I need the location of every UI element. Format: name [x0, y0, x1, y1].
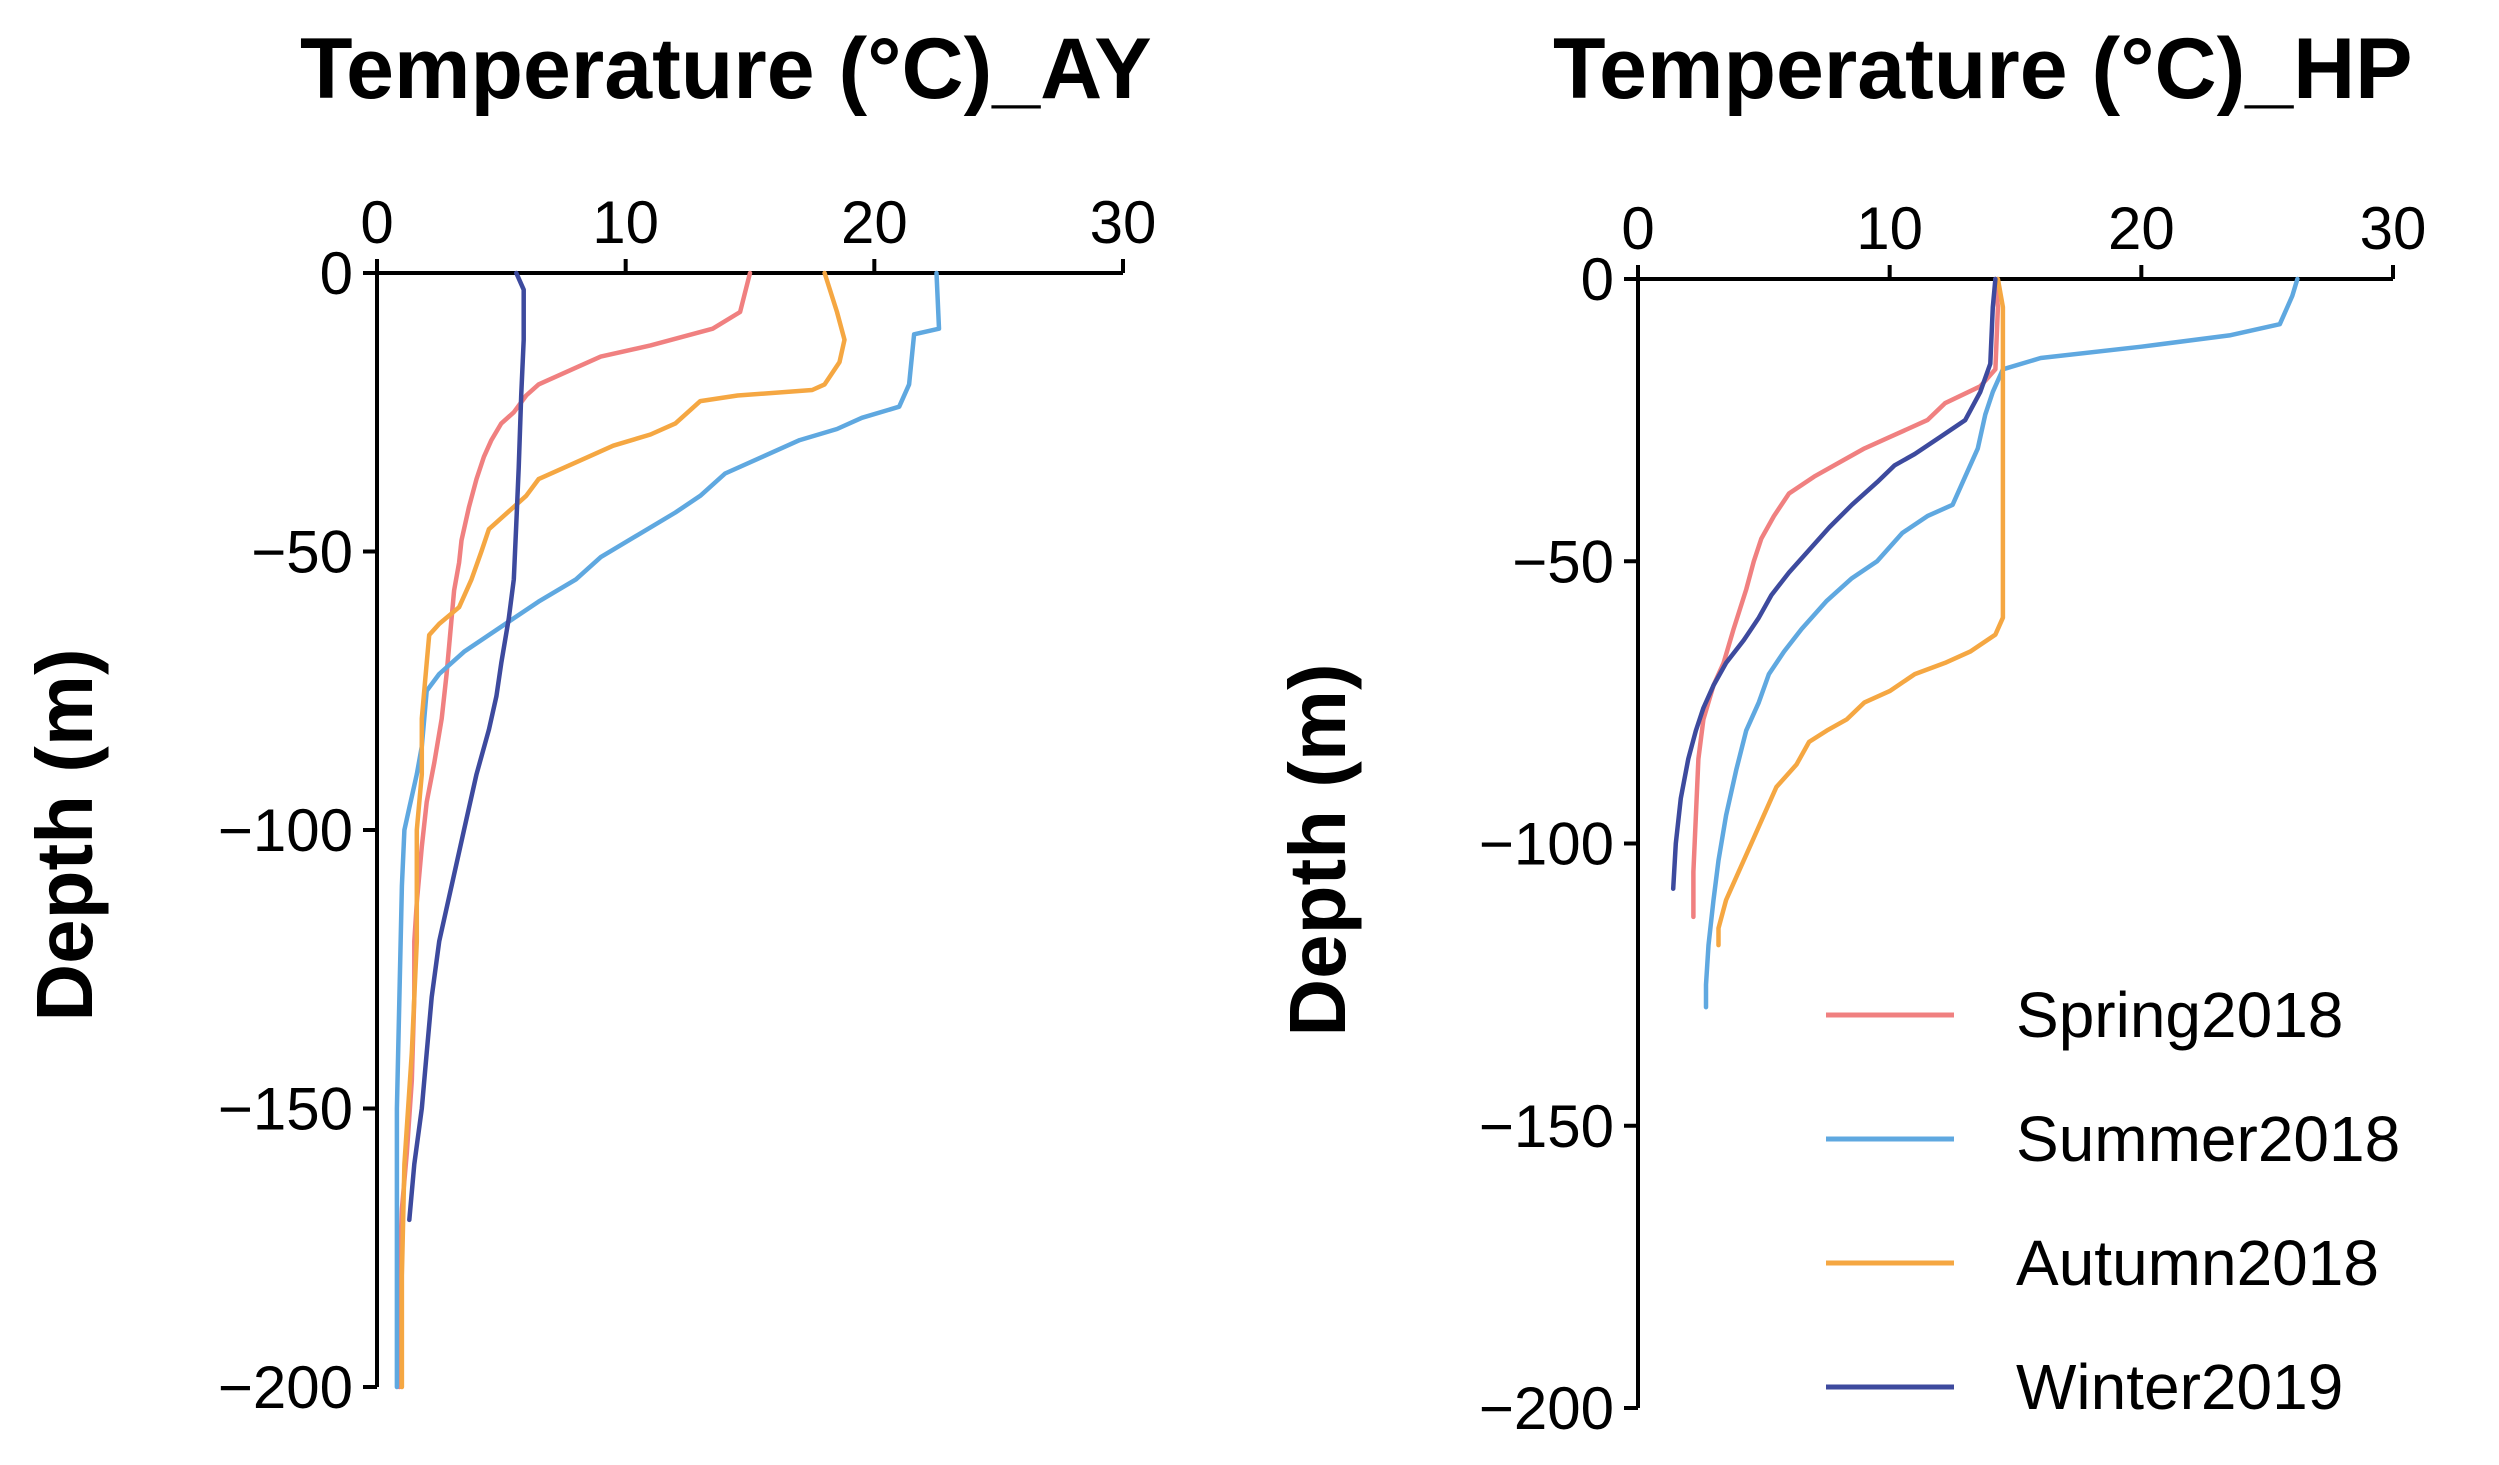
chart-panel-ay: Temperature (°C)_AY Depth (m) 0 10 20 30 0 −5…	[20, 21, 1156, 1421]
y-tick-label: −100	[218, 797, 353, 864]
series-line-spring2018	[1691, 276, 2001, 920]
y-tick-label: −200	[218, 1354, 353, 1421]
series-line-summer2018	[1703, 276, 2300, 1010]
x-tick-label: 30	[1090, 189, 1157, 256]
x-tick-label: 20	[2108, 195, 2175, 262]
y-axis-label-hp: Depth (m)	[1273, 663, 1362, 1036]
series-line-summer2018	[394, 270, 942, 1390]
legend-label: Spring2018	[2016, 979, 2343, 1051]
y-tick-label: 0	[1581, 246, 1614, 313]
y-tick-label: −100	[1479, 811, 1614, 878]
x-tick-label: 30	[2360, 195, 2427, 262]
series-line-winter2019	[407, 270, 526, 1223]
x-tick-label: 10	[1856, 195, 1923, 262]
legend-item-winter2019: Winter2019	[1826, 1351, 2343, 1423]
legend-label: Winter2019	[2016, 1351, 2343, 1423]
y-tick-label: −150	[1479, 1093, 1614, 1160]
y-tick-label: −200	[1479, 1375, 1614, 1442]
legend-item-summer2018: Summer2018	[1826, 1103, 2400, 1175]
tick-labels-ay: 0 10 20 30 0 −50 −100 −150 −200	[218, 189, 1157, 1421]
legend-item-autumn2018: Autumn2018	[1826, 1227, 2379, 1299]
y-tick-label: 0	[320, 240, 353, 307]
axes-hp	[1624, 265, 2395, 1410]
series-line-winter2019	[1670, 276, 1998, 891]
y-tick-label: −50	[1512, 528, 1614, 595]
chart-panel-hp: Temperature (°C)_HP Depth (m) 0 10 20 30 0 −5…	[1273, 21, 2426, 1442]
y-axis-label-ay: Depth (m)	[20, 648, 109, 1021]
x-tick-label: 0	[1621, 195, 1654, 262]
chart-title-ay: Temperature (°C)_AY	[300, 21, 1152, 117]
legend-label: Summer2018	[2016, 1103, 2400, 1175]
legend-label: Autumn2018	[2016, 1227, 2379, 1299]
x-tick-label: 20	[841, 189, 908, 256]
y-tick-label: −150	[218, 1076, 353, 1143]
y-tick-label: −50	[251, 519, 353, 586]
series-line-autumn2018	[399, 270, 847, 1390]
chart-title-hp: Temperature (°C)_HP	[1553, 21, 2413, 117]
series-line-autumn2018	[1716, 276, 2006, 948]
series-lines-hp	[1670, 276, 2300, 1010]
tick-labels-hp: 0 10 20 30 0 −50 −100 −150 −200	[1479, 195, 2427, 1442]
x-tick-label: 0	[360, 189, 393, 256]
x-tick-label: 10	[592, 189, 659, 256]
series-lines-ay	[394, 270, 942, 1390]
legend-item-spring2018: Spring2018	[1826, 979, 2343, 1051]
legend: Spring2018 Summer2018 Autumn2018 Winter2019	[1826, 979, 2400, 1423]
